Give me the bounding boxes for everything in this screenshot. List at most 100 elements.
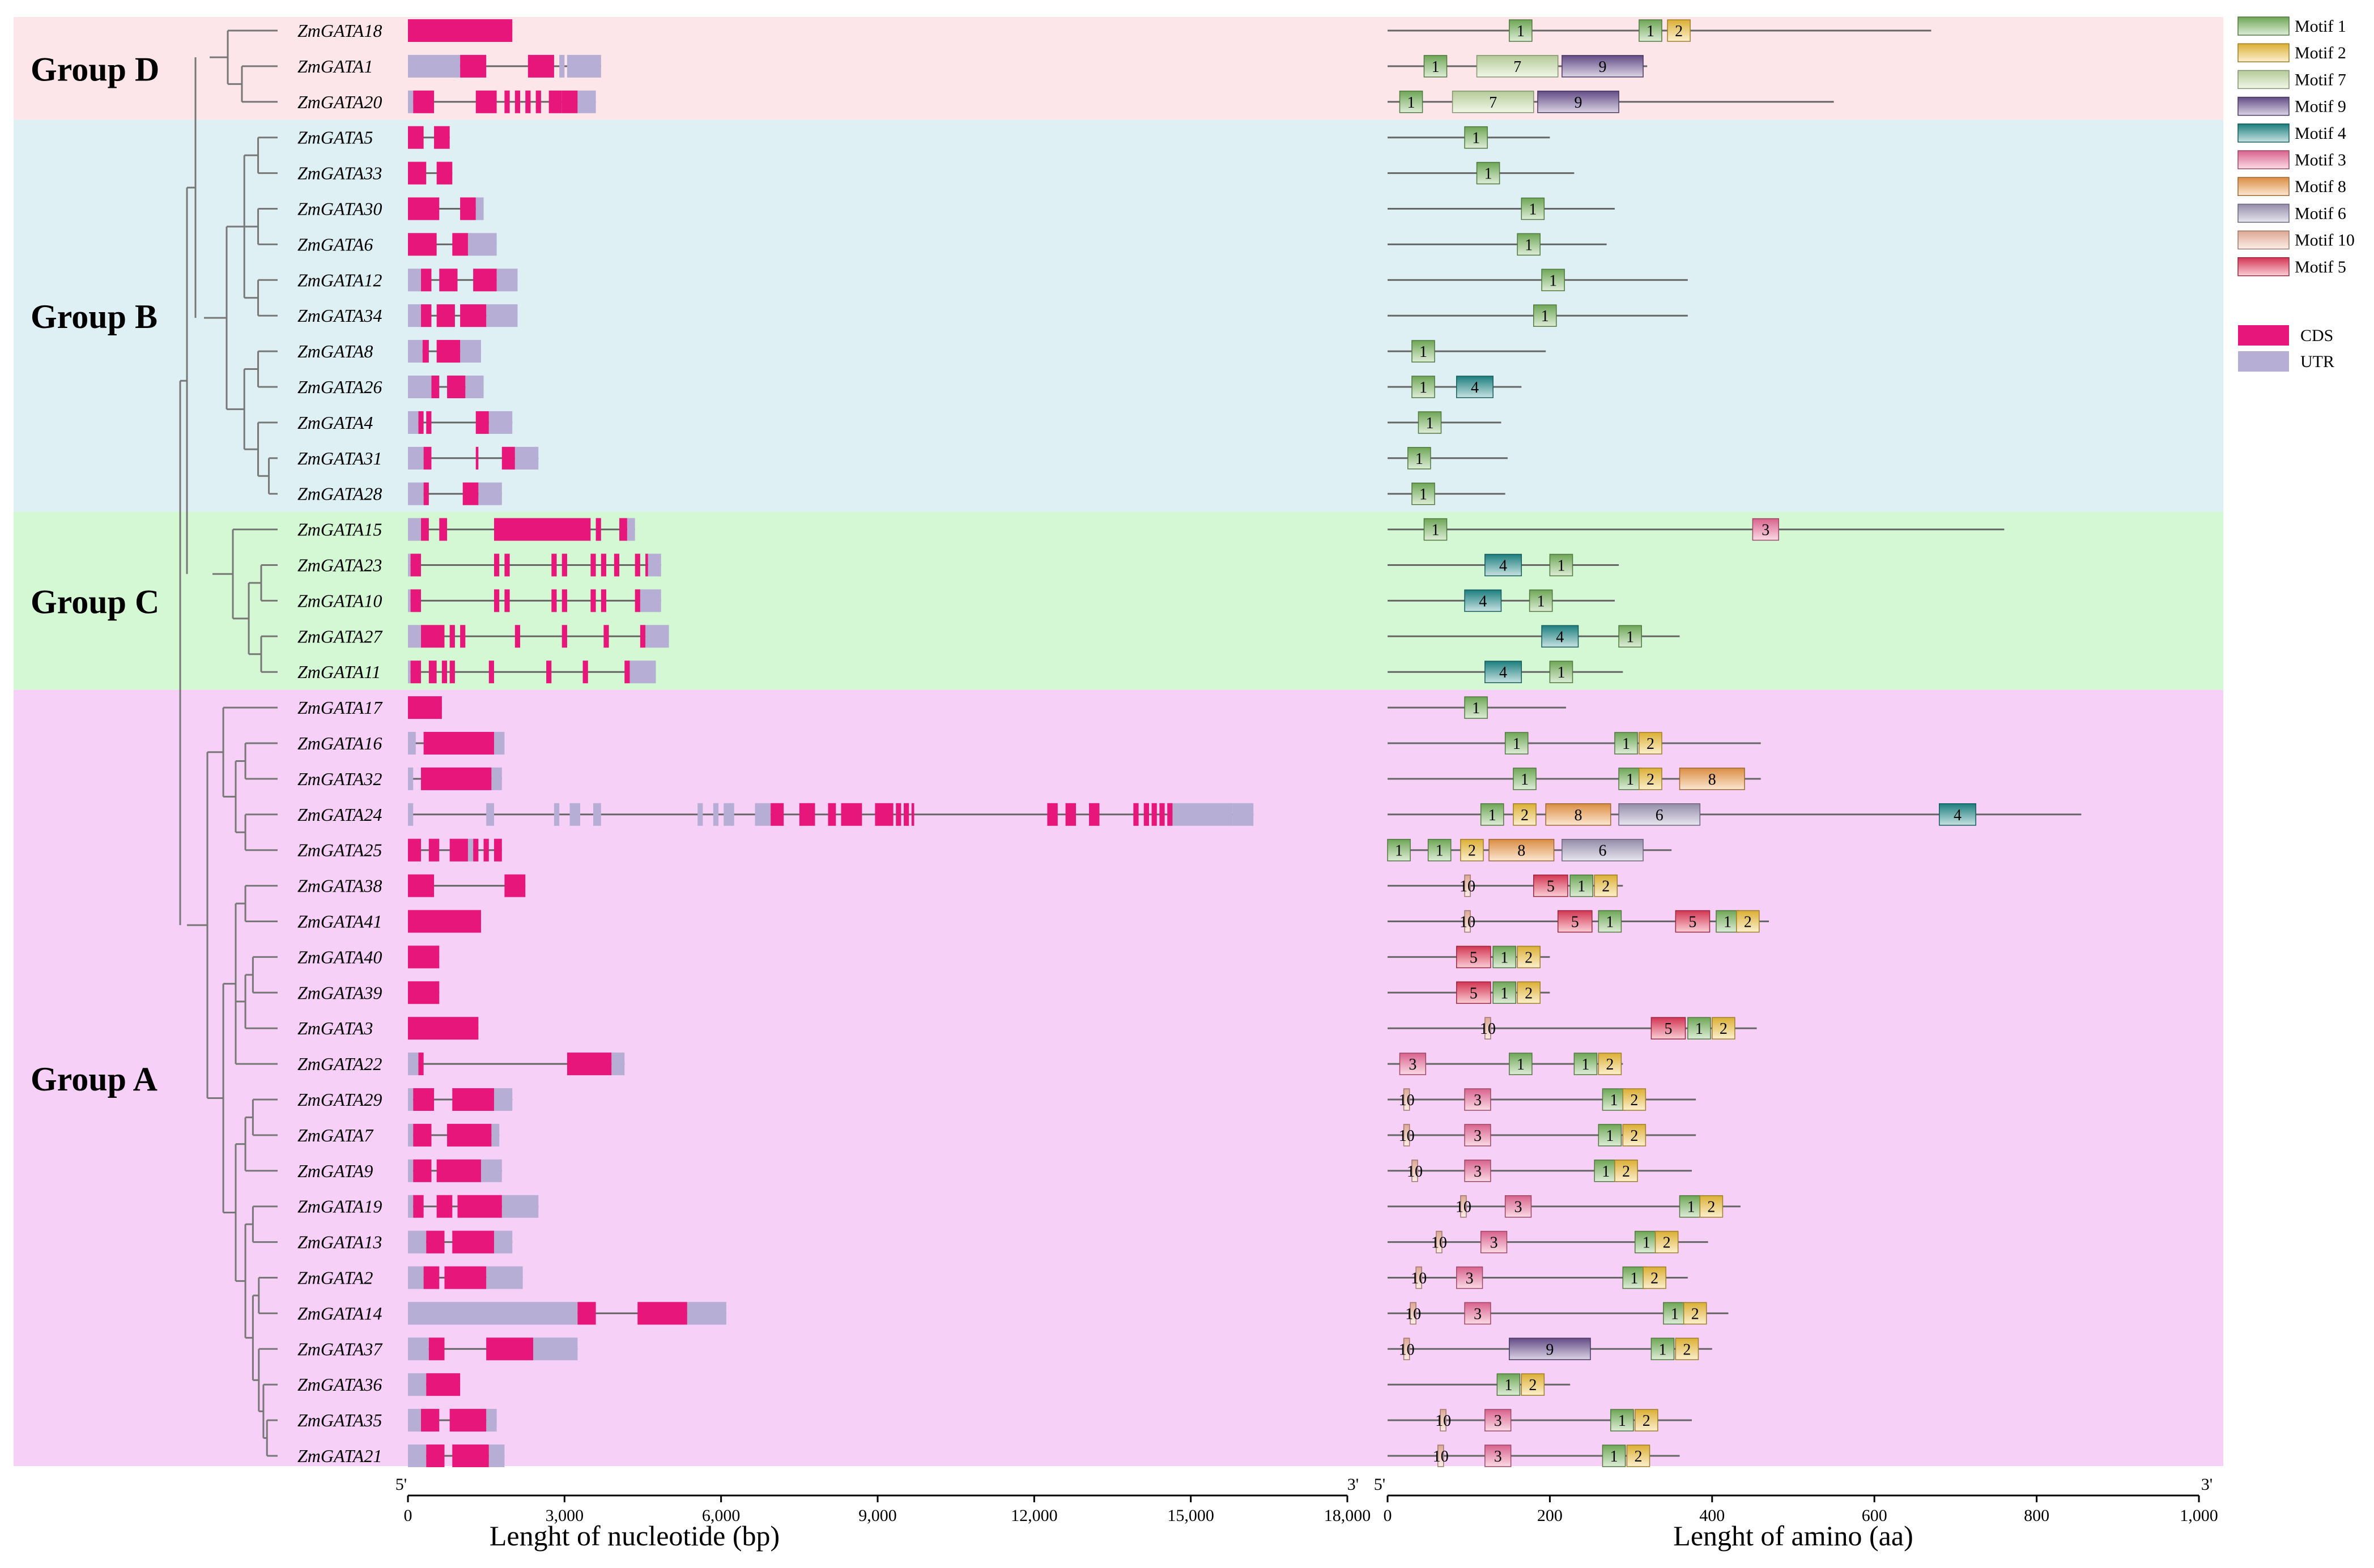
utr-segment [488,1445,505,1467]
protein-row: 10 3 1 2 [1388,1230,1708,1254]
motif-number-label: 1 [1521,771,1529,789]
gene-name-label: ZmGATA10 [297,590,382,611]
gene-row: ZmGATA36 [297,1373,461,1396]
cds-segment [444,1266,487,1289]
motif-number-label: 1 [1695,1020,1703,1038]
motif-1-box [1541,269,1565,292]
motif-3-box [1456,1266,1483,1289]
cds-segment [431,376,440,398]
cds-segment [449,1409,487,1432]
cds-segment [601,589,607,612]
cds-segment [421,1409,440,1432]
cds-segment [645,553,648,577]
motif-1-box [1650,1337,1675,1361]
motif-number-label: 5 [1470,949,1478,966]
motif-number-label: 10 [1480,1020,1496,1038]
cds-segment [418,1053,424,1076]
motif-number-label: 1 [1541,308,1549,325]
motif-number-label: 1 [1581,1056,1589,1073]
utr-segment [408,1053,419,1076]
gene-name-label: ZmGATA22 [297,1054,382,1074]
motif-1-box [1492,945,1517,969]
group-a-background [14,689,2223,1466]
motif-10-box [1403,1088,1410,1111]
cds-segment [896,803,901,826]
motif-1-box [1529,589,1553,612]
gene-row: ZmGATA7 [297,1123,500,1147]
motif-1-box [1679,1195,1703,1218]
utr-segment [408,518,422,541]
motif-number-label: 2 [1525,949,1533,966]
nucleotide-tick-label: 15,000 [1167,1506,1214,1525]
cds-segment [619,518,627,541]
motif-1-box [1480,803,1504,826]
gene-name-label: ZmGATA27 [297,626,383,646]
gene-name-label: ZmGATA20 [297,92,382,112]
motif-number-label: 1 [1687,1199,1695,1216]
gene-row: ZmGATA6 [297,233,497,256]
cds-segment [488,661,494,684]
motif-1-box [1423,518,1448,541]
motif-number-label: 9 [1575,94,1582,112]
utr-segment [408,446,424,470]
protein-row: 10 3 1 2 [1388,1160,1692,1182]
cds-segment [595,518,601,541]
motif-7-box [1452,91,1534,113]
cds-segment [828,803,836,826]
motif-number-label: 1 [1500,949,1508,966]
utr-segment [408,1445,427,1467]
motif-4-box [1456,376,1494,398]
utr-segment [408,340,423,363]
motif-number-label: 1 [1557,557,1565,575]
motif-number-label: 1 [1610,1092,1618,1109]
protein-row: 1 [1388,269,1688,292]
cds-segment [413,90,435,113]
utr-segment [629,661,656,684]
axes: 5' 3' Lenght of nucleotide (bp) 5' 3' Le… [395,1475,2218,1552]
protein-row: 1 7 9 [1388,55,1648,78]
motif-number-label: 3 [1494,1448,1502,1465]
cds-segment [504,553,510,577]
utr-segment [569,803,580,826]
motif-number-label: 2 [1634,1448,1642,1465]
cds-segment [408,233,437,256]
utr-segment [488,411,513,434]
protein-row: 1 [1388,447,1508,470]
motif-number-label: 4 [1556,628,1564,646]
utr-segment [486,1409,497,1432]
motif-6-box [1562,838,1644,862]
cds-segment [408,1017,479,1040]
cds-segment [441,661,448,684]
cds-segment [426,1373,461,1396]
cds-segment [408,910,481,933]
motif-number-label: 3 [1762,522,1769,539]
motif-number-label: 2 [1525,985,1533,1002]
motif-number-label: 1 [1419,486,1427,504]
utr-segment [408,1337,429,1361]
cds-segment [413,1088,435,1111]
motif-number-label: 2 [1720,1020,1728,1038]
gene-name-label: ZmGATA40 [297,947,382,967]
motif-10-box [1403,1124,1410,1147]
utr-segment [408,411,419,434]
gene-name-label: ZmGATA8 [297,341,373,361]
motif-2-box [1521,1373,1545,1396]
gene-name-label: ZmGATA6 [297,234,373,254]
motif-number-label: 1 [1529,201,1537,219]
legend-motif-swatch [2237,96,2290,116]
motif-5-box [1557,910,1593,933]
utr-segment [408,732,416,755]
cds-segment [410,661,422,684]
motif-number-label: 3 [1474,1163,1482,1181]
protein-row: 1 [1388,197,1615,220]
cds-segment [551,589,557,612]
nucleotide-axis: 5' 3' Lenght of nucleotide (bp) [395,1475,1359,1552]
motif-10-box [1403,1337,1410,1361]
motif-1-box [1533,304,1557,327]
gene-name-label: ZmGATA9 [297,1161,373,1181]
legend-structure-swatch [2238,325,2289,346]
legend-structure-label: UTR [2300,352,2334,371]
